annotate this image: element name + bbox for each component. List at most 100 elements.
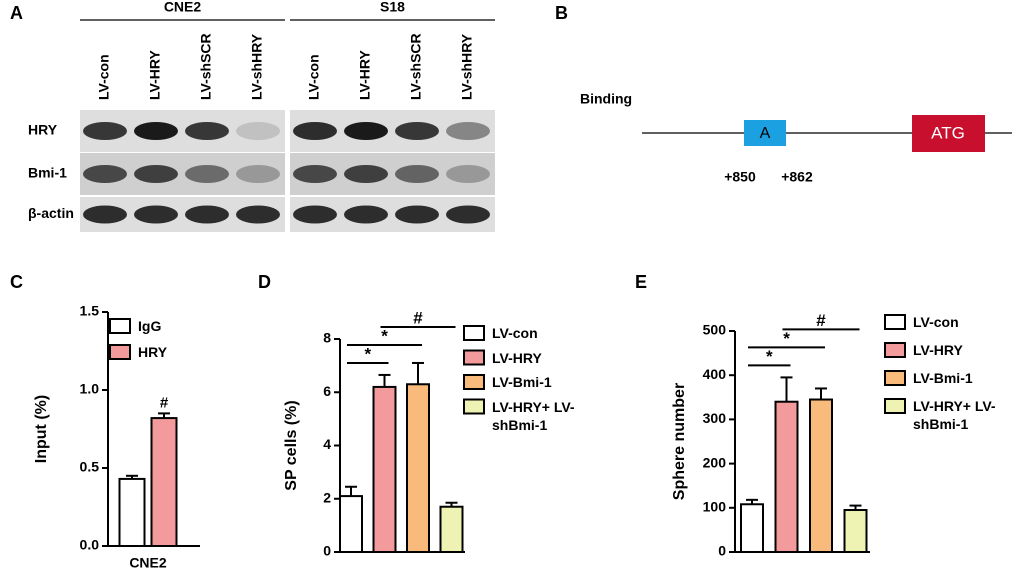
legend-item: LV-con	[492, 325, 538, 341]
y-tick-label: 1.5	[80, 303, 100, 319]
legend-swatch	[463, 325, 485, 341]
legend-swatch	[463, 349, 485, 366]
band	[185, 122, 229, 140]
band	[293, 122, 337, 140]
legend-item: LV-Bmi-1	[492, 374, 552, 390]
legend-swatch	[884, 314, 906, 330]
legend-label: LV-Bmi-1	[492, 374, 552, 390]
band	[236, 205, 280, 224]
bar	[439, 505, 464, 553]
legend-swatch	[884, 398, 906, 414]
legend-item: IgG	[138, 318, 162, 334]
legend-label: LV-con	[492, 325, 538, 341]
legend-label: LV-HRY	[913, 342, 963, 358]
band	[446, 165, 490, 183]
legend-label: LV-con	[913, 314, 959, 330]
lane-label: LV-shHRY	[459, 33, 475, 100]
row-label: β-actin	[28, 205, 74, 221]
band	[83, 122, 127, 140]
row-label: Bmi-1	[28, 165, 67, 181]
band	[185, 205, 229, 224]
bar	[406, 383, 430, 554]
lane-label: LV-shHRY	[249, 33, 265, 100]
band	[236, 165, 280, 183]
panel-letter: A	[10, 3, 23, 23]
band	[134, 122, 178, 140]
panel-letter: D	[258, 272, 271, 292]
band	[446, 122, 490, 140]
codon-box	[912, 115, 985, 152]
lane-label: LV-con	[306, 54, 322, 100]
y-tick-label: 6	[323, 383, 331, 399]
legend-swatch	[463, 398, 485, 415]
band	[83, 165, 127, 183]
y-axis-title: SP cells (%)	[283, 400, 300, 490]
band	[344, 165, 388, 183]
legend-swatch	[109, 344, 131, 360]
site-box	[744, 120, 786, 146]
group-label: S18	[380, 0, 405, 15]
band	[446, 205, 490, 224]
y-tick-label: 8	[323, 330, 331, 346]
band	[293, 205, 337, 224]
band	[134, 205, 178, 224]
legend-item: LV-HRY	[913, 342, 963, 358]
bar	[774, 400, 799, 553]
bar	[150, 417, 178, 547]
bar	[809, 398, 833, 554]
legend-label: HRY	[138, 344, 168, 360]
site-label: A	[760, 125, 771, 142]
legend-label: LV-HRY+ LV-shBmi-1	[913, 398, 996, 432]
band	[236, 122, 280, 140]
y-tick-label: 0.5	[80, 459, 100, 475]
legend-label: IgG	[138, 318, 162, 334]
y-tick-label: 400	[703, 366, 727, 382]
bar	[339, 495, 363, 553]
position-label: +862	[781, 169, 813, 185]
lane-label: LV-shSCR	[408, 33, 424, 100]
significance-label: *	[766, 347, 773, 366]
y-tick-label: 200	[703, 454, 727, 470]
legend-swatch	[884, 370, 906, 386]
lane-label: LV-HRY	[357, 50, 373, 100]
lane-label: LV-con	[96, 54, 112, 100]
panel-letter: E	[635, 272, 647, 292]
significance-label: #	[413, 308, 423, 327]
legend-item: LV-HRY	[492, 349, 542, 366]
group-label: CNE2	[164, 0, 202, 15]
y-tick-label: 300	[703, 410, 727, 426]
band	[395, 122, 439, 140]
y-axis-title: Input (%)	[33, 395, 50, 463]
y-tick-label: 0	[323, 543, 331, 559]
legend-swatch	[109, 318, 131, 334]
band	[395, 205, 439, 224]
band	[293, 165, 337, 183]
y-tick-label: 500	[703, 322, 727, 338]
bar	[740, 503, 764, 554]
y-tick-label: 2	[323, 489, 331, 505]
position-label: +850	[724, 169, 756, 185]
legend-item: LV-Bmi-1	[913, 370, 973, 386]
band	[395, 165, 439, 183]
codon-label: ATG	[931, 123, 965, 142]
legend-swatch	[463, 374, 485, 390]
y-tick-label: 1.0	[80, 381, 100, 397]
diagram-title: Binding	[580, 91, 632, 107]
significance-label: *	[364, 344, 371, 363]
annotation: #	[160, 394, 169, 411]
bar	[118, 477, 146, 548]
band	[83, 205, 127, 224]
lane-label: LV-HRY	[147, 50, 163, 100]
row-label: HRY	[28, 122, 58, 138]
x-tick-label: CNE2	[129, 555, 167, 571]
band	[344, 205, 388, 224]
panel-letter: C	[10, 272, 23, 292]
legend-label: LV-HRY+ LV-shBmi-1	[492, 398, 575, 433]
significance-label: #	[816, 311, 826, 330]
y-tick-label: 0	[718, 543, 726, 559]
legend-item: HRY	[138, 344, 168, 360]
legend-label: LV-HRY	[492, 349, 542, 366]
legend-swatch	[884, 342, 906, 358]
